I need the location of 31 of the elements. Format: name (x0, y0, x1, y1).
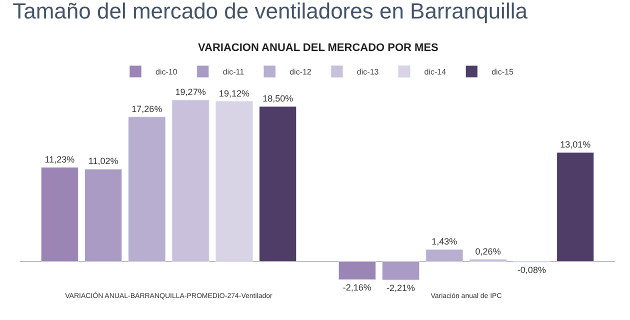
bar (259, 106, 297, 262)
data-label: 18,50% (262, 93, 294, 104)
data-label: 11,02% (88, 156, 118, 166)
data-label: -2,16% (342, 282, 372, 293)
bar (426, 249, 464, 262)
legend-label: dic-15 (492, 68, 514, 77)
data-label: 17,26% (132, 104, 162, 114)
bar (84, 168, 122, 262)
bar (556, 152, 594, 262)
bar (382, 261, 420, 280)
bar (215, 101, 253, 262)
data-label: -2,21% (386, 283, 416, 293)
legend-label: dic-12 (290, 68, 312, 77)
bar (40, 167, 78, 262)
data-label: 19,27% (175, 87, 206, 97)
data-label: 0,26% (475, 246, 501, 256)
legend-label: dic-10 (156, 68, 178, 77)
data-label: 13,01% (560, 139, 591, 150)
chart-subtitle: VARIACION ANUAL DEL MERCADO POR MES (198, 42, 438, 54)
data-label: 11,23% (44, 154, 75, 164)
bar (128, 116, 166, 262)
data-label: 19,12% (218, 88, 250, 98)
bar (469, 259, 507, 262)
legend-label: dic-11 (222, 68, 245, 77)
bar (172, 100, 210, 262)
legend-label: dic-13 (356, 68, 380, 77)
data-label: 1,43% (432, 236, 458, 246)
data-label: -0,08% (517, 265, 546, 276)
bar (338, 261, 376, 280)
chart-title: Tamaño del mercado de ventiladores en Barranquilla (12, 0, 528, 24)
legend-label: dic-14 (424, 68, 447, 77)
